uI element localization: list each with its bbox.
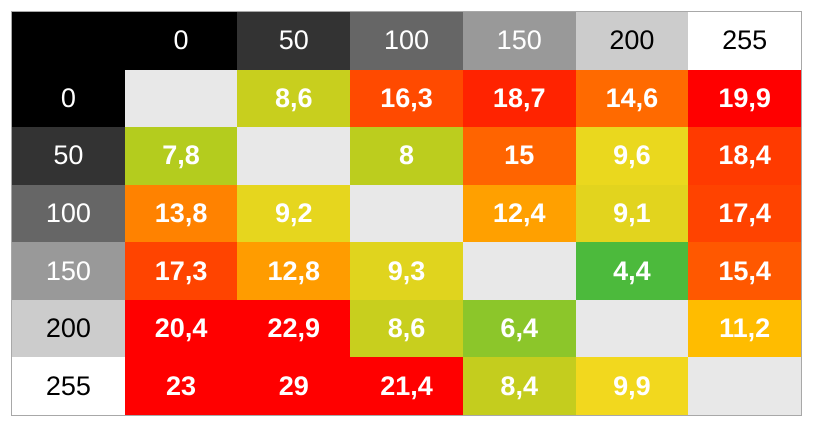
heatmap-cell: 9,1 bbox=[575, 184, 689, 243]
heatmap-cell: 9,9 bbox=[575, 357, 689, 415]
diagonal-cell bbox=[237, 127, 351, 185]
heatmap-cell: 17,4 bbox=[688, 184, 801, 243]
heatmap-cell: 15 bbox=[462, 127, 576, 185]
heatmap-cell: 18,7 bbox=[462, 69, 576, 128]
column-header: 255 bbox=[688, 12, 801, 70]
column-header: 200 bbox=[575, 12, 689, 70]
diagonal-cell bbox=[124, 69, 238, 128]
heatmap-matrix: 0 50 100 150 200 255 0 8,6 16,3 18,7 14,6 19,9 50 7,8… bbox=[11, 11, 802, 416]
heatmap-cell: 12,8 bbox=[237, 242, 351, 300]
heatmap-cell: 9,6 bbox=[575, 127, 689, 185]
heatmap-cell: 9,3 bbox=[350, 242, 463, 300]
heatmap-cell: 13,8 bbox=[124, 184, 238, 243]
heatmap-cell: 21,4 bbox=[350, 357, 463, 415]
heatmap-cell: 16,3 bbox=[350, 69, 463, 128]
row-header: 255 bbox=[12, 357, 125, 415]
heatmap-cell: 22,9 bbox=[237, 299, 351, 358]
heatmap-cell: 4,4 bbox=[575, 242, 689, 300]
heatmap-cell: 7,8 bbox=[124, 127, 238, 185]
column-header: 50 bbox=[237, 12, 351, 70]
column-header: 150 bbox=[462, 12, 576, 70]
diagonal-cell bbox=[462, 242, 576, 300]
heatmap-cell: 14,6 bbox=[575, 69, 689, 128]
heatmap-cell: 15,4 bbox=[688, 242, 801, 300]
heatmap-cell: 12,4 bbox=[462, 184, 576, 243]
heatmap-cell: 18,4 bbox=[688, 127, 801, 185]
heatmap-cell: 8,6 bbox=[350, 299, 463, 358]
diagonal-cell bbox=[688, 357, 801, 415]
heatmap-cell: 20,4 bbox=[124, 299, 238, 358]
corner-cell bbox=[12, 12, 125, 70]
heatmap-cell: 9,2 bbox=[237, 184, 351, 243]
heatmap-cell: 11,2 bbox=[688, 299, 801, 358]
row-header: 100 bbox=[12, 184, 125, 243]
column-header: 100 bbox=[350, 12, 463, 70]
heatmap-cell: 29 bbox=[237, 357, 351, 415]
diagonal-cell bbox=[350, 184, 463, 243]
row-header: 150 bbox=[12, 242, 125, 300]
heatmap-cell: 8,6 bbox=[237, 69, 351, 128]
heatmap-cell: 6,4 bbox=[462, 299, 576, 358]
row-header: 50 bbox=[12, 127, 125, 185]
row-header: 0 bbox=[12, 69, 125, 128]
heatmap-cell: 19,9 bbox=[688, 69, 801, 128]
heatmap-cell: 8,4 bbox=[462, 357, 576, 415]
heatmap-cell: 23 bbox=[124, 357, 238, 415]
heatmap-cell: 8 bbox=[350, 127, 463, 185]
heatmap-cell: 17,3 bbox=[124, 242, 238, 300]
diagonal-cell bbox=[575, 299, 689, 358]
row-header: 200 bbox=[12, 299, 125, 358]
column-header: 0 bbox=[124, 12, 238, 70]
